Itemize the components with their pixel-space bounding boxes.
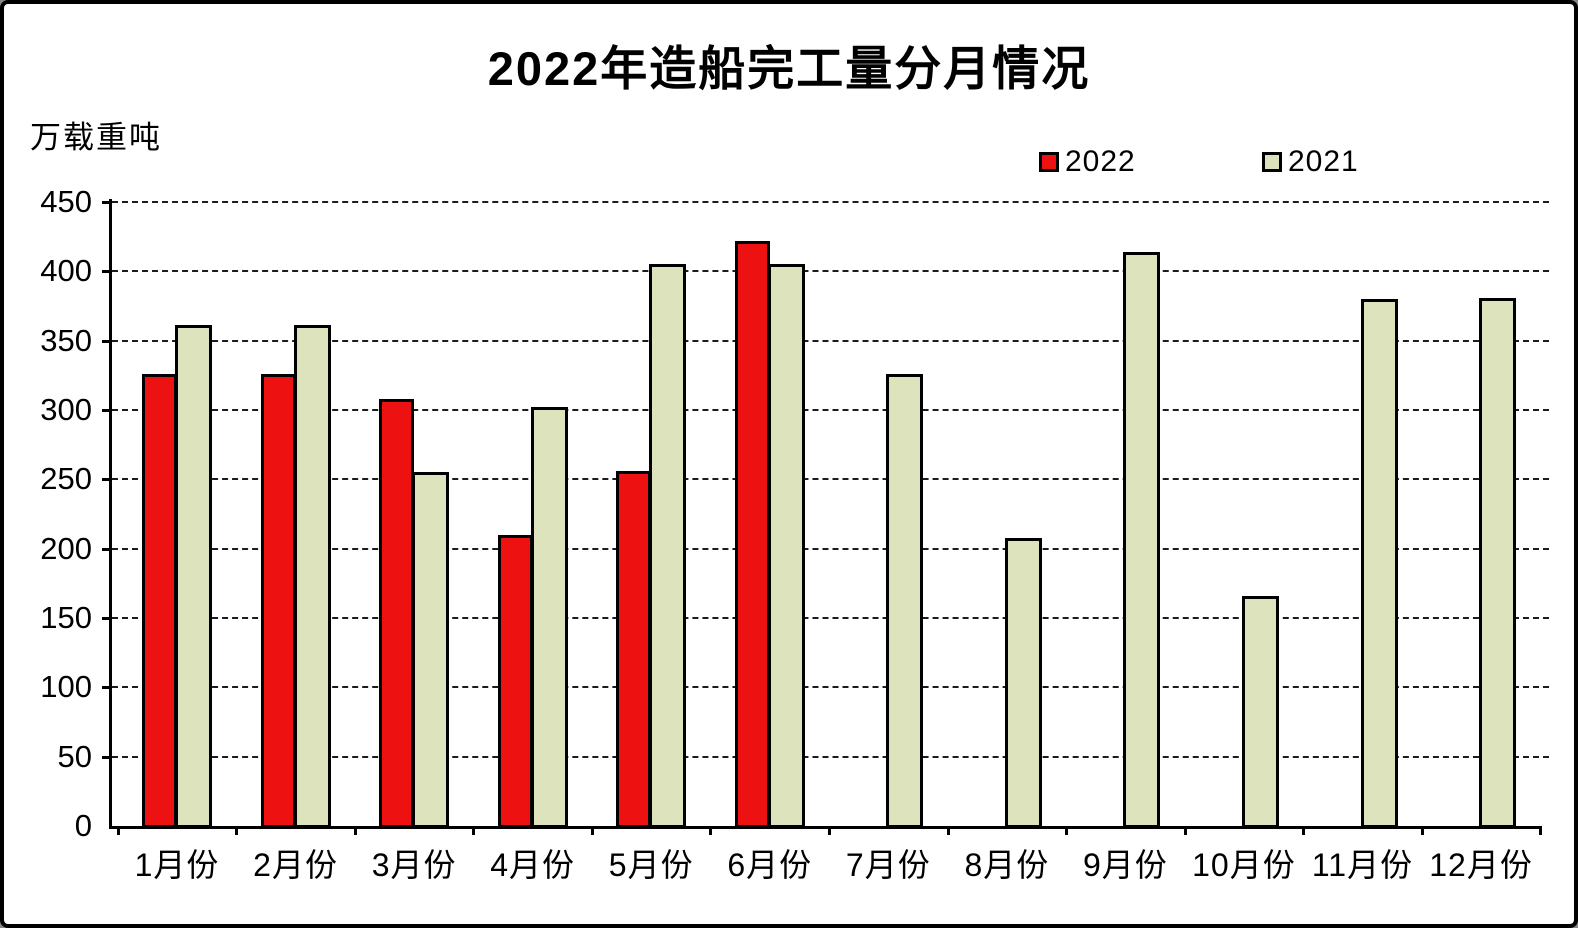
bar-2021-12月份	[1479, 297, 1517, 828]
x-axis-label-10月份: 10月份	[1192, 847, 1296, 883]
x-axis-label-2月份: 2月份	[253, 847, 338, 883]
y-axis-tick-label-300: 300	[40, 392, 92, 427]
x-axis-tick-8	[1065, 826, 1069, 835]
x-axis-tick-10	[1302, 826, 1306, 835]
legend-swatch-2021	[1262, 152, 1282, 172]
y-axis-tick-250	[102, 478, 112, 482]
y-axis-tick-100	[102, 686, 112, 690]
x-axis-tick-5	[709, 826, 713, 835]
gridline-400	[112, 270, 1549, 273]
legend-swatch-2022	[1039, 152, 1059, 172]
bar-2021-9月份	[1123, 251, 1161, 828]
y-axis-tick-350	[102, 339, 112, 343]
y-axis-tick-label-150: 150	[40, 600, 92, 635]
legend-label-2022: 2022	[1065, 145, 1136, 178]
y-axis-tick-150	[102, 617, 112, 620]
bar-2021-4月份	[530, 407, 568, 828]
x-axis-label-6月份: 6月份	[727, 847, 813, 883]
y-axis-unit-label: 万载重吨	[30, 120, 162, 155]
x-axis-tick-12	[1539, 826, 1543, 835]
y-axis-tick-50	[102, 755, 112, 759]
bar-2022-3月份	[379, 398, 415, 828]
bar-2021-1月份	[175, 325, 212, 828]
x-axis-label-11月份: 11月份	[1311, 847, 1414, 883]
bar-2021-5月份	[649, 264, 687, 828]
x-axis-label-7月份: 7月份	[845, 847, 931, 883]
y-axis-line	[109, 199, 112, 829]
legend-item-2021: 2021	[1262, 145, 1359, 179]
y-axis-tick-label-0: 0	[74, 808, 92, 843]
legend-item-2022: 2022	[1039, 145, 1136, 179]
gridline-50	[112, 755, 1549, 758]
y-axis-tick-450	[102, 201, 112, 204]
y-axis-tick-label-450: 450	[40, 184, 92, 219]
y-axis-tick-label-100: 100	[40, 669, 92, 705]
y-axis-tick-label-250: 250	[40, 461, 92, 497]
y-axis-tick-200	[102, 547, 112, 551]
y-axis-tick-label-50: 50	[57, 738, 92, 774]
bar-2021-8月份	[1004, 537, 1042, 828]
legend-label-2021: 2021	[1288, 145, 1359, 178]
x-axis-tick-2	[353, 826, 357, 835]
legend: 2022 2021	[4, 145, 1574, 179]
x-axis-label-1月份: 1月份	[134, 847, 220, 883]
x-axis-label-12月份: 12月份	[1429, 847, 1533, 883]
gridline-200	[112, 547, 1549, 550]
x-axis-tick-1	[235, 826, 239, 835]
gridline-350	[112, 339, 1549, 342]
y-axis-tick-label-200: 200	[40, 530, 92, 566]
x-axis-tick-0	[116, 826, 120, 835]
x-axis-label-8月份: 8月份	[964, 847, 1050, 883]
bar-2022-5月份	[616, 471, 652, 828]
bar-2022-1月份	[142, 373, 177, 828]
x-axis-label-4月份: 4月份	[490, 847, 576, 883]
x-axis-line	[109, 826, 1541, 829]
gridline-300	[112, 409, 1549, 411]
gridline-150	[112, 617, 1549, 619]
x-axis-tick-9	[1183, 826, 1187, 835]
gridline-450	[112, 201, 1549, 203]
bar-2021-2月份	[293, 325, 331, 828]
x-axis-tick-11	[1420, 826, 1424, 835]
x-axis-tick-3	[472, 826, 476, 835]
chart-title: 2022年造船完工量分月情况	[487, 42, 1091, 95]
y-axis-tick-label-350: 350	[40, 322, 92, 358]
bar-2021-6月份	[767, 264, 805, 828]
y-axis-tick-label-400: 400	[40, 253, 92, 289]
gridline-250	[112, 478, 1549, 481]
plot-area: 0 50 100 150 200 250 300 350 400 450 1月份 2月份 3月份 4月份 5…	[4, 4, 1574, 924]
bar-2021-3月份	[412, 472, 450, 828]
x-axis-tick-7	[946, 826, 950, 835]
x-axis-label-3月份: 3月份	[371, 847, 457, 883]
bar-2021-10月份	[1241, 595, 1279, 828]
x-axis-label-5月份: 5月份	[608, 847, 694, 883]
bar-2021-11月份	[1360, 299, 1398, 828]
y-axis-tick-300	[102, 409, 112, 412]
bar-2022-4月份	[497, 534, 533, 828]
bar-2021-7月份	[886, 373, 924, 828]
bar-2022-6月份	[734, 240, 770, 828]
bar-2022-2月份	[260, 373, 296, 828]
x-axis-tick-6	[828, 826, 832, 835]
y-axis-tick-400	[102, 270, 112, 274]
x-axis-tick-4	[590, 826, 594, 835]
gridline-100	[112, 686, 1549, 689]
x-axis-label-9月份: 9月份	[1082, 847, 1168, 883]
